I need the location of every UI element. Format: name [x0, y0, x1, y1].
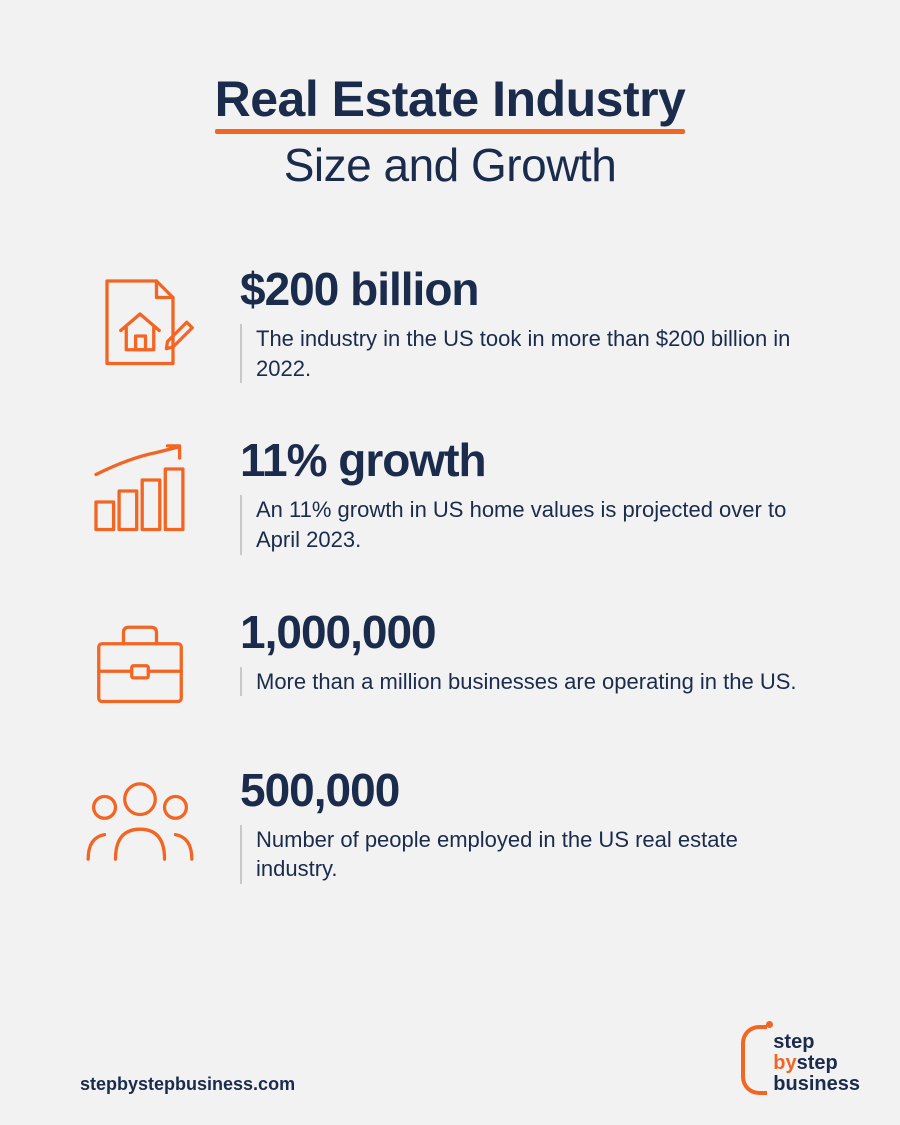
stat-description: Number of people employed in the US real…	[240, 825, 820, 884]
title-main-text: Real Estate Industry	[215, 71, 686, 127]
logo-text: step bystep business	[773, 1032, 860, 1095]
stat-content: 1,000,000 More than a million businesses…	[240, 605, 820, 697]
footer-url: stepbystepbusiness.com	[80, 1074, 295, 1095]
title-underline	[215, 129, 686, 134]
stat-number: 1,000,000	[240, 605, 820, 659]
page-title-sub: Size and Growth	[80, 138, 820, 192]
stat-description: More than a million businesses are opera…	[240, 667, 820, 697]
document-house-icon	[80, 262, 200, 380]
logo-line-1: step	[773, 1032, 860, 1053]
footer: stepbystepbusiness.com step bystep busin…	[80, 1025, 860, 1095]
stat-row: 1,000,000 More than a million businesses…	[80, 605, 820, 713]
stat-number: 500,000	[240, 763, 820, 817]
stat-content: $200 billion The industry in the US took…	[240, 262, 820, 383]
logo-line-2: bystep	[773, 1053, 860, 1074]
logo-bracket-icon	[741, 1025, 767, 1095]
stat-content: 11% growth An 11% growth in US home valu…	[240, 433, 820, 554]
stat-row: 11% growth An 11% growth in US home valu…	[80, 433, 820, 554]
brand-logo: step bystep business	[741, 1025, 860, 1095]
stat-number: 11% growth	[240, 433, 820, 487]
stats-list: $200 billion The industry in the US took…	[80, 262, 820, 884]
briefcase-icon	[80, 605, 200, 713]
stat-content: 500,000 Number of people employed in the…	[240, 763, 820, 884]
people-icon	[80, 763, 200, 871]
stat-number: $200 billion	[240, 262, 820, 316]
stat-row: $200 billion The industry in the US took…	[80, 262, 820, 383]
header: Real Estate Industry Size and Growth	[80, 70, 820, 192]
page-title-main: Real Estate Industry	[215, 70, 686, 128]
logo-line-3: business	[773, 1074, 860, 1095]
stat-row: 500,000 Number of people employed in the…	[80, 763, 820, 884]
growth-chart-icon	[80, 433, 200, 541]
stat-description: An 11% growth in US home values is proje…	[240, 495, 820, 554]
stat-description: The industry in the US took in more than…	[240, 324, 820, 383]
